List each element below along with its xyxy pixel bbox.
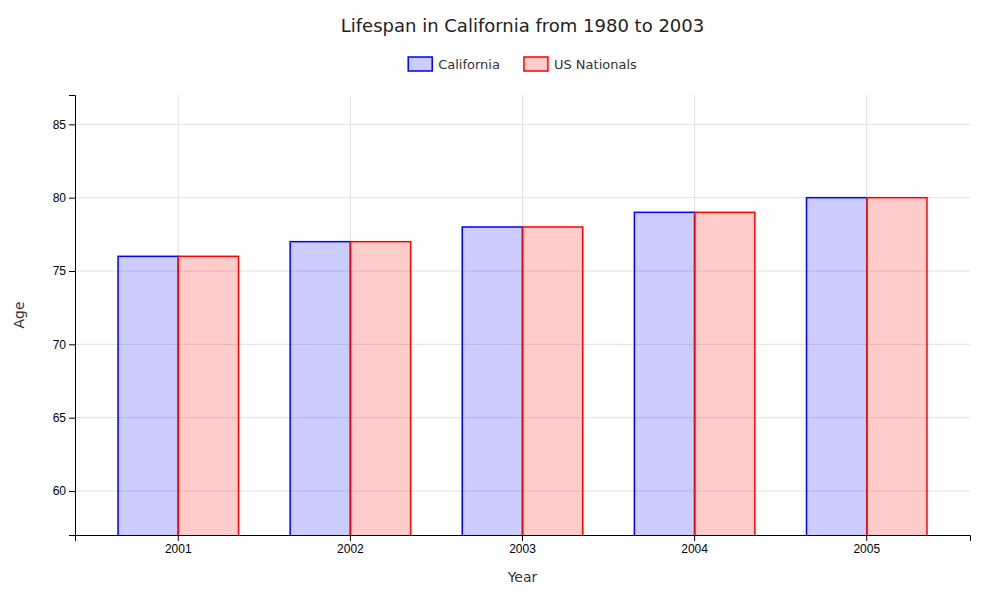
y-tick-mark [69, 198, 75, 199]
bar [290, 242, 350, 535]
y-tick: 65 [53, 411, 75, 425]
x-axis-title: Year [507, 569, 538, 585]
y-tick-mark [69, 344, 75, 345]
legend-item: US Nationals [524, 57, 637, 72]
legend-swatch [408, 57, 432, 71]
plot-area: 60 65 70 75 80 85 2001 2002 2003 2004 2005 [53, 95, 971, 600]
y-tick-label: 65 [53, 411, 67, 425]
bar [695, 212, 755, 535]
x-tick-mark [178, 535, 179, 541]
bar [634, 212, 694, 535]
x-axis: 2001 2002 2003 2004 2005 [76, 535, 971, 556]
bar [350, 242, 410, 535]
y-axis-line [69, 96, 76, 536]
chart-svg: 60 65 70 75 80 85 2001 2002 2003 2004 2005 Lifespan… [0, 0, 1000, 600]
chart-container: 60 65 70 75 80 85 2001 2002 2003 2004 2005 Lifespan… [0, 0, 1000, 600]
legend-label: California [438, 57, 500, 72]
x-tick-mark [866, 535, 867, 541]
title: Lifespan in California from 1980 to 2003 [341, 15, 704, 36]
legend-label: US Nationals [554, 57, 637, 72]
x-tick: 2004 [681, 535, 708, 556]
y-tick-label: 80 [53, 191, 67, 205]
bar-series [178, 198, 927, 535]
y-tick-label: 85 [53, 118, 67, 132]
x-tick-mark [694, 535, 695, 541]
legend-swatch [524, 57, 548, 71]
bar [867, 198, 927, 535]
x-tick: 2005 [853, 535, 880, 556]
y-tick: 80 [53, 191, 75, 205]
bar [806, 198, 866, 535]
bar-series [118, 198, 867, 535]
y-tick-mark [69, 418, 75, 419]
y-tick-label: 60 [53, 484, 67, 498]
x-tick: 2002 [337, 535, 364, 556]
x-tick-mark [522, 535, 523, 541]
y-axis: 60 65 70 75 80 85 [53, 96, 76, 536]
bars [118, 198, 927, 535]
x-tick-label: 2001 [165, 542, 192, 556]
y-tick: 75 [53, 264, 75, 278]
bar [462, 227, 522, 535]
x-tick-mark [350, 535, 351, 541]
x-tick-label: 2005 [853, 542, 880, 556]
y-tick: 60 [53, 484, 75, 498]
x-tick-label: 2002 [337, 542, 364, 556]
y-axis-title: Age [11, 301, 27, 328]
x-axis-line [76, 536, 971, 542]
x-tick: 2003 [509, 535, 536, 556]
x-tick-label: 2004 [681, 542, 708, 556]
x-tick-label: 2003 [509, 542, 536, 556]
bar [118, 256, 178, 535]
x-tick: 2001 [165, 535, 192, 556]
legend: California US Nationals [408, 57, 637, 72]
y-tick-label: 75 [53, 264, 67, 278]
bar [523, 227, 583, 535]
y-tick: 85 [53, 118, 75, 132]
y-tick-mark [69, 491, 75, 492]
y-tick-mark [69, 271, 75, 272]
y-tick-label: 70 [53, 338, 67, 352]
y-tick: 70 [53, 338, 75, 352]
legend-item: California [408, 57, 500, 72]
y-tick-mark [69, 124, 75, 125]
bar [178, 256, 238, 535]
